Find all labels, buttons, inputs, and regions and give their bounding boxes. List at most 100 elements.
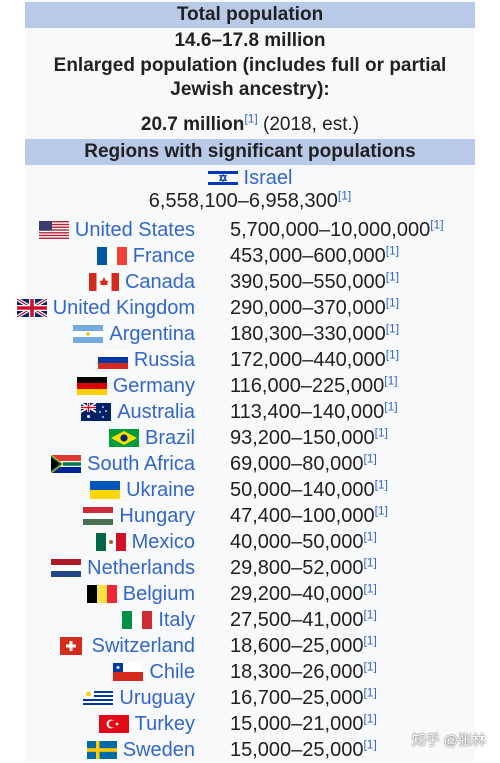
population-value: 16,700–25,000 [230,687,364,709]
citation-link[interactable]: [1] [363,711,377,726]
country-link-uruguay[interactable]: Uruguay [119,687,195,709]
population-value: 40,000–50,000 [230,531,364,553]
country-link-brazil[interactable]: Brazil [144,427,195,449]
country-link-australia[interactable]: Australia [117,401,195,423]
citation-link[interactable]: [1] [363,607,377,622]
total-population-header: Total population [25,2,475,28]
citation-link[interactable]: [1] [363,737,377,752]
population-value: 113,400–140,000 [230,401,385,423]
table-row: Uruguay 16,700–25,000[1] [25,685,475,711]
country-link-netherlands[interactable]: Netherlands [87,557,195,579]
table-row: Turkey 15,000–21,000[1] [25,711,475,737]
country-link-argentina[interactable]: Argentina [109,323,195,345]
ukraine-flag-icon [90,481,121,499]
citation-link[interactable]: [1] [385,269,400,284]
citation-link[interactable]: [1] [430,217,444,232]
citation-link[interactable]: [1] [363,529,377,544]
chile-flag-icon [113,663,144,681]
population-value: 453,000–600,000 [230,245,386,267]
country-link-united-kingdom[interactable]: United Kingdom [52,297,195,319]
population-value: 15,000–25,000 [230,739,364,761]
table-row: Switzerland 18,600–25,000[1] [25,633,475,659]
population-value-cell: 29,200–40,000[1] [230,581,377,607]
canada-flag-icon [88,273,119,291]
table-row: France 453,000–600,000[1] [25,243,475,269]
country-link-ukraine[interactable]: Ukraine [126,479,195,501]
table-row: Sweden 15,000–25,000[1] [25,737,475,763]
citation-link[interactable]: [1] [363,451,377,466]
table-row: Chile 18,300–26,000[1] [25,659,475,685]
country-cell: Argentina [73,321,195,347]
enlarged-population-label: Enlarged population (includes full or pa… [53,55,447,100]
germany-flag-icon [76,377,107,395]
united-kingdom-flag-icon [16,299,47,317]
country-cell: Chile [113,659,195,685]
country-link-united-states[interactable]: United States [74,219,195,241]
country-cell: Switzerland [56,633,195,659]
table-row: Mexico 40,000–50,000[1] [25,529,475,555]
citation-link[interactable]: [1] [384,373,398,388]
citation-link[interactable]: [1] [374,477,388,492]
population-value-cell: 15,000–25,000[1] [230,737,377,763]
population-value: 290,000–370,000 [230,297,386,319]
country-link-chile[interactable]: Chile [149,661,195,683]
israel-flag-icon [207,169,238,187]
country-cell: United Kingdom [16,295,195,321]
population-value: 27,500–41,000 [230,609,364,631]
citation-link[interactable]: [1] [363,555,377,570]
table-row: Argentina 180,300–330,000[1] [25,321,475,347]
population-value-cell: 50,000–140,000[1] [230,477,388,503]
citation-link[interactable]: [1] [363,659,377,674]
country-link-canada[interactable]: Canada [124,271,195,293]
country-link-south-africa[interactable]: South Africa [87,453,195,475]
country-link-italy[interactable]: Italy [158,609,195,631]
citation-link[interactable]: [1] [384,399,398,414]
netherlands-flag-icon [51,559,82,577]
country-cell: Turkey [98,711,195,737]
citation-link[interactable]: [1] [337,188,352,203]
country-cell: Belgium [86,581,195,607]
uruguay-flag-icon [83,689,114,707]
table-row: Ukraine 50,000–140,000[1] [25,477,475,503]
citation-link[interactable]: [1] [385,321,400,336]
country-link-israel[interactable]: Israel [243,167,293,189]
watermark: 知乎 @张林 [411,732,486,748]
brazil-flag-icon [108,429,139,447]
enlarged-population-value: 20.7 million [140,114,245,135]
country-cell: Sweden [86,737,195,763]
population-value: 18,600–25,000 [230,635,364,657]
israel-row: Israel [25,166,475,190]
citation-link[interactable]: [1] [374,425,388,440]
table-row: Canada 390,500–550,000[1] [25,269,475,295]
citation-link[interactable]: [1] [244,111,258,126]
citation-link[interactable]: [1] [363,633,377,648]
table-row: United States 5,700,000–10,000,000[1] [25,217,475,243]
russia-flag-icon [97,351,128,369]
country-cell: Russia [97,347,195,373]
table-row: South Africa 69,000–80,000[1] [25,451,475,477]
country-link-switzerland[interactable]: Switzerland [91,635,195,657]
country-link-sweden[interactable]: Sweden [122,739,195,761]
country-link-belgium[interactable]: Belgium [122,583,195,605]
population-value-cell: 93,200–150,000[1] [230,425,388,451]
citation-link[interactable]: [1] [385,243,400,258]
country-link-russia[interactable]: Russia [133,349,195,371]
table-row: United Kingdom 290,000–370,000[1] [16,295,475,321]
citation-link[interactable]: [1] [374,503,388,518]
population-value-cell: 29,800–52,000[1] [230,555,377,581]
population-value-cell: 69,000–80,000[1] [230,451,377,477]
country-cell: Italy [122,607,195,633]
country-cell: Brazil [108,425,195,451]
citation-link[interactable]: [1] [385,295,400,310]
table-row: Russia 172,000–440,000[1] [25,347,475,373]
population-value: 47,400–100,000 [230,505,375,527]
country-link-france[interactable]: France [132,245,195,267]
citation-link[interactable]: [1] [363,581,377,596]
country-link-mexico[interactable]: Mexico [131,531,195,553]
country-link-germany[interactable]: Germany [112,375,195,397]
population-value-cell: 113,400–140,000[1] [230,399,398,425]
country-link-hungary[interactable]: Hungary [119,505,195,527]
country-link-turkey[interactable]: Turkey [134,713,195,735]
citation-link[interactable]: [1] [363,685,377,700]
citation-link[interactable]: [1] [385,347,400,362]
